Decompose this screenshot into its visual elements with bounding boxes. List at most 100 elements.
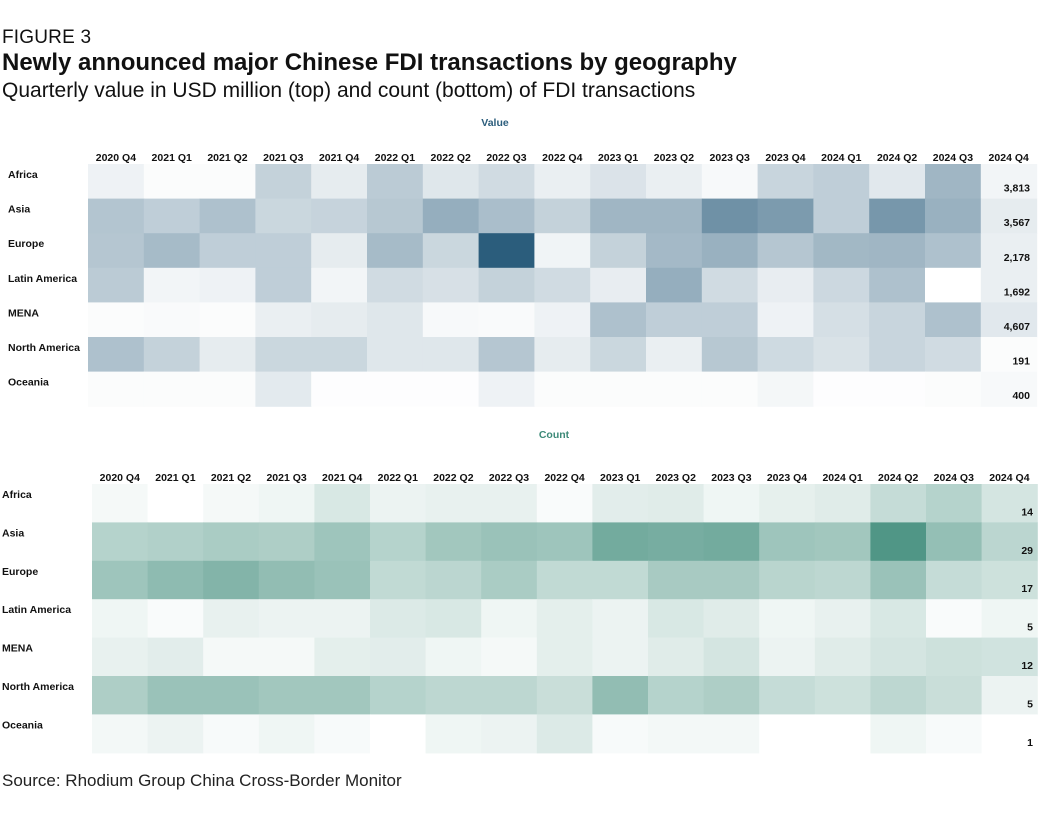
column-label-2023-q4: 2023 Q4 — [765, 152, 805, 164]
row-label-asia: Asia — [8, 204, 30, 216]
heatmap-cell-asia-2022-q1 — [367, 198, 424, 234]
heatmap-cell-mena-2023-q2 — [648, 637, 705, 677]
heatmap-cell-north-america-2023-q2 — [646, 337, 703, 373]
heatmap-cell-north-america-2024-q4 — [981, 676, 1038, 715]
heatmap-cell-latin-america-2024-q2 — [870, 599, 927, 639]
heatmap-cell-mena-2022-q2 — [425, 637, 482, 677]
heatmap-cell-mena-2022-q3 — [478, 302, 535, 338]
heatmap-cell-north-america-2021-q1 — [143, 337, 201, 373]
total-label-oceania: 400 — [1012, 390, 1030, 402]
heatmap-cell-mena-2021-q4 — [311, 302, 368, 338]
heatmap-cell-oceania-2023-q4 — [757, 371, 814, 407]
heatmap-cell-north-america-2023-q4 — [757, 337, 814, 373]
heatmap-cell-oceania-2022-q1 — [370, 714, 427, 754]
heatmap-cell-mena-2020-q4 — [88, 302, 145, 338]
column-label-2023-q2: 2023 Q2 — [656, 472, 696, 484]
heatmap-cell-latin-america-2022-q1 — [367, 267, 424, 303]
total-label-north-america: 5 — [1027, 698, 1033, 710]
column-label-2023-q3: 2023 Q3 — [710, 152, 750, 164]
count-panel-title: Count — [539, 429, 570, 441]
column-label-2022-q3: 2022 Q3 — [489, 472, 529, 484]
heatmap-cell-mena-2024-q2 — [870, 637, 927, 677]
heatmap-cell-latin-america-2023-q4 — [757, 267, 814, 303]
heatmap-cell-mena-2022-q4 — [534, 302, 591, 338]
column-label-2022-q2: 2022 Q2 — [433, 472, 473, 484]
heatmap-cell-north-america-2024-q3 — [926, 676, 983, 715]
heatmap-cell-oceania-2020-q4 — [92, 714, 149, 754]
heatmap-cell-africa-2024-q1 — [814, 484, 871, 523]
heatmap-cell-north-america-2023-q1 — [590, 337, 647, 373]
heatmap-cell-oceania-2021-q4 — [311, 371, 368, 407]
heatmap-cell-europe-2024-q4 — [981, 560, 1038, 600]
heatmap-cell-africa-2022-q3 — [478, 164, 535, 200]
heatmap-cell-mena-2023-q4 — [759, 637, 816, 677]
heatmap-cell-africa-2022-q4 — [534, 164, 591, 200]
heatmap-cell-mena-2024-q4 — [981, 637, 1038, 677]
column-label-2023-q1: 2023 Q1 — [600, 472, 640, 484]
heatmap-cell-north-america-2024-q1 — [813, 337, 870, 373]
row-label-africa: Africa — [8, 169, 38, 181]
heatmap-cell-oceania-2021-q1 — [147, 714, 204, 754]
column-label-2023-q1: 2023 Q1 — [598, 152, 638, 164]
heatmap-cell-africa-2021-q4 — [311, 164, 368, 200]
heatmap-cell-latin-america-2024-q4 — [980, 267, 1038, 303]
heatmap-cell-africa-2023-q3 — [703, 484, 760, 523]
heatmap-cell-latin-america-2023-q2 — [646, 267, 703, 303]
heatmap-cell-latin-america-2024-q3 — [925, 267, 982, 303]
heatmap-cell-latin-america-2024-q4 — [981, 599, 1038, 639]
column-label-2024-q3: 2024 Q3 — [933, 152, 973, 164]
heatmap-cell-north-america-2023-q3 — [701, 337, 759, 373]
heatmap-cell-oceania-2021-q2 — [199, 371, 256, 407]
row-label-africa: Africa — [2, 489, 32, 501]
total-label-asia: 3,567 — [1004, 217, 1030, 229]
heatmap-cell-africa-2024-q4 — [980, 164, 1038, 200]
column-label-2021-q4: 2021 Q4 — [322, 472, 362, 484]
heatmap-cell-oceania-2024-q2 — [870, 714, 927, 754]
column-label-2022-q2: 2022 Q2 — [431, 152, 471, 164]
heatmap-cell-asia-2022-q3 — [478, 198, 535, 234]
heatmap-cell-africa-2023-q4 — [759, 484, 816, 523]
column-label-2021-q3: 2021 Q3 — [263, 152, 303, 164]
heatmap-cell-mena-2023-q3 — [703, 637, 760, 677]
heatmap-cell-africa-2023-q2 — [648, 484, 705, 523]
heatmap-cell-europe-2024-q1 — [813, 233, 870, 269]
heatmap-cell-asia-2022-q4 — [536, 522, 593, 562]
heatmap-cell-europe-2021-q4 — [314, 560, 371, 600]
heatmap-cell-africa-2021-q2 — [199, 164, 256, 200]
heatmap-cell-latin-america-2021-q1 — [143, 267, 201, 303]
heatmap-cell-north-america-2023-q4 — [759, 676, 816, 715]
heatmap-cell-mena-2023-q1 — [592, 637, 649, 677]
heatmap-cell-north-america-2024-q3 — [925, 337, 982, 373]
column-label-2021-q3: 2021 Q3 — [266, 472, 306, 484]
heatmap-cell-latin-america-2023-q3 — [703, 599, 760, 639]
column-label-2022-q1: 2022 Q1 — [375, 152, 415, 164]
heatmap-cell-mena-2021-q2 — [199, 302, 256, 338]
heatmap-cell-europe-2024-q3 — [926, 560, 983, 600]
heatmap-cell-asia-2023-q3 — [703, 522, 760, 562]
heatmap-cell-north-america-2024-q1 — [814, 676, 871, 715]
source-note: Source: Rhodium Group China Cross-Border… — [2, 771, 402, 790]
total-label-latin-america: 5 — [1027, 622, 1033, 634]
heatmap-cell-north-america-2021-q4 — [314, 676, 371, 715]
row-label-north-america: North America — [8, 342, 80, 354]
heatmap-cell-latin-america-2022-q1 — [370, 599, 427, 639]
heatmap-cell-europe-2021-q3 — [255, 233, 312, 269]
heatmap-cell-latin-america-2020-q4 — [88, 267, 145, 303]
column-label-2022-q3: 2022 Q3 — [486, 152, 526, 164]
heatmap-cell-latin-america-2021-q2 — [199, 267, 256, 303]
column-label-2022-q4: 2022 Q4 — [544, 472, 584, 484]
heatmap-cell-africa-2020-q4 — [92, 484, 149, 523]
heatmap-cell-africa-2022-q1 — [370, 484, 427, 523]
heatmap-cell-africa-2020-q4 — [88, 164, 145, 200]
total-label-north-america: 191 — [1012, 356, 1030, 368]
heatmap-cell-asia-2023-q1 — [592, 522, 649, 562]
column-label-2024-q4: 2024 Q4 — [989, 152, 1029, 164]
heatmap-cell-africa-2024-q3 — [925, 164, 982, 200]
heatmap-cell-latin-america-2021-q3 — [258, 599, 315, 639]
heatmap-cell-mena-2021-q4 — [314, 637, 371, 677]
heatmap-cell-europe-2023-q4 — [759, 560, 816, 600]
heatmap-cell-oceania-2023-q4 — [759, 714, 816, 754]
heatmap-cell-latin-america-2022-q4 — [534, 267, 591, 303]
column-label-2021-q4: 2021 Q4 — [319, 152, 359, 164]
heatmap-cell-asia-2020-q4 — [88, 198, 145, 234]
